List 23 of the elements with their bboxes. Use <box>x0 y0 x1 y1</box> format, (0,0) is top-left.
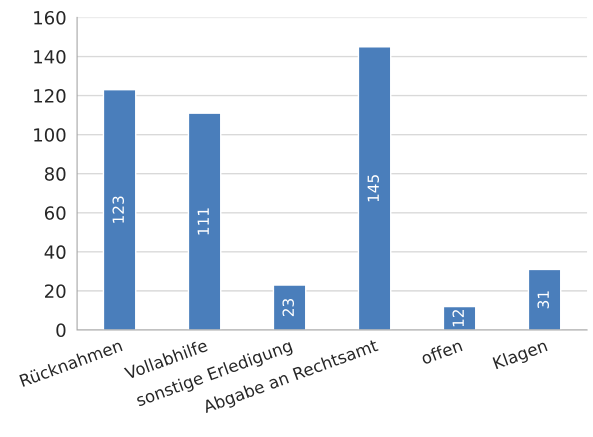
y-tick-label: 80 <box>44 167 66 181</box>
data-label: 23 <box>282 298 294 316</box>
data-label: 145 <box>368 175 380 202</box>
bar <box>272 284 306 330</box>
data-label: 12 <box>452 310 464 326</box>
bar <box>188 112 222 330</box>
data-label: 31 <box>537 291 550 308</box>
bar <box>102 89 136 330</box>
data-label: 111 <box>198 208 209 234</box>
y-tick-label: 160 <box>34 10 66 25</box>
x-tick-label: offen <box>420 338 463 365</box>
y-tick-label: 20 <box>45 284 66 298</box>
y-tick-label: 0 <box>56 323 66 338</box>
bar <box>442 306 476 330</box>
data-label: 123 <box>112 196 124 223</box>
y-tick-label: 100 <box>34 128 66 142</box>
y-tick-label: 120 <box>34 89 66 103</box>
y-tick-label: 60 <box>44 206 66 220</box>
bar <box>358 46 392 330</box>
y-tick-label: 40 <box>44 245 66 259</box>
bar <box>528 268 562 330</box>
y-tick-label: 140 <box>34 50 66 64</box>
x-tick-label: Klagen <box>492 338 549 372</box>
